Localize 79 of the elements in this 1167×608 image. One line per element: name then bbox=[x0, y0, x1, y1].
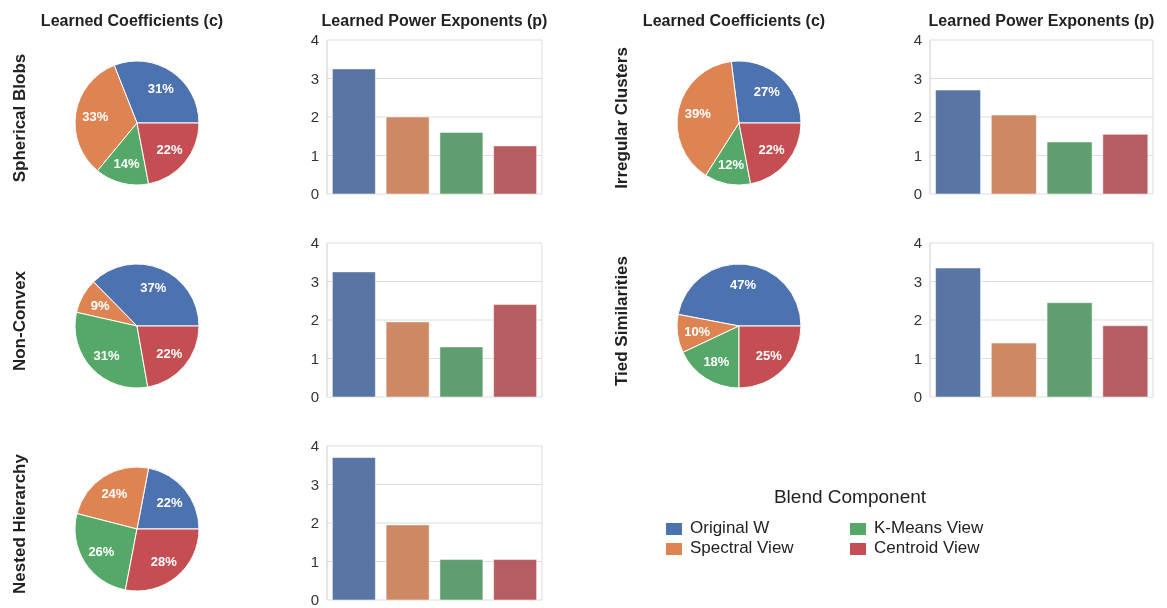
bar bbox=[332, 271, 376, 397]
bar bbox=[332, 68, 376, 194]
data-label: 33% bbox=[82, 108, 109, 124]
chart-title: Learned Power Exponents (p) bbox=[928, 12, 1155, 30]
bar bbox=[1046, 141, 1093, 194]
bar bbox=[493, 304, 537, 397]
data-label: 18% bbox=[703, 354, 730, 370]
bar bbox=[439, 559, 484, 600]
bar bbox=[935, 89, 981, 194]
bar bbox=[1046, 302, 1093, 397]
y-tick-label: 2 bbox=[310, 108, 319, 126]
y-tick-label: 0 bbox=[310, 185, 319, 203]
data-label: 47% bbox=[729, 276, 757, 292]
bar bbox=[493, 145, 537, 194]
legend-label: Centroid View bbox=[874, 538, 981, 558]
bar bbox=[385, 524, 430, 600]
data-label: 27% bbox=[753, 83, 781, 99]
y-tick-label: 4 bbox=[310, 234, 319, 252]
data-label: 22% bbox=[758, 142, 785, 158]
y-tick-label: 3 bbox=[310, 69, 319, 87]
data-label: 31% bbox=[93, 347, 120, 363]
data-label: 39% bbox=[684, 106, 712, 122]
data-label: 31% bbox=[147, 80, 175, 96]
data-label: 26% bbox=[88, 544, 115, 560]
y-tick-label: 3 bbox=[310, 475, 319, 493]
data-label: 28% bbox=[150, 553, 178, 569]
y-tick-label: 3 bbox=[310, 272, 319, 290]
y-tick-label: 4 bbox=[913, 31, 922, 49]
legend-label: Spectral View bbox=[690, 538, 795, 558]
text: Nested Hierarchy bbox=[10, 454, 30, 594]
data-label: 12% bbox=[718, 156, 745, 172]
bar bbox=[991, 342, 1037, 397]
legend-label: K-Means View bbox=[874, 518, 985, 538]
data-label: 24% bbox=[101, 485, 128, 501]
y-tick-label: 3 bbox=[913, 69, 922, 87]
y-tick-label: 4 bbox=[913, 234, 922, 252]
data-label: 14% bbox=[113, 156, 140, 172]
data-label: 22% bbox=[156, 142, 183, 158]
data-label: 9% bbox=[90, 298, 110, 313]
bar bbox=[1102, 134, 1149, 194]
bar bbox=[385, 116, 430, 194]
y-tick-label: 1 bbox=[913, 146, 922, 164]
data-label: 37% bbox=[140, 279, 167, 295]
text: Spherical Blobs bbox=[10, 53, 30, 183]
y-tick-label: 4 bbox=[310, 31, 319, 49]
legend-label: Original W bbox=[690, 518, 771, 538]
bar bbox=[493, 559, 537, 600]
y-tick-label: 2 bbox=[310, 514, 319, 532]
y-tick-label: 0 bbox=[310, 388, 319, 406]
data-label: 22% bbox=[156, 494, 183, 510]
bar bbox=[385, 321, 430, 397]
legend-title: Blend Component bbox=[773, 486, 927, 508]
bar bbox=[439, 132, 484, 194]
chart-title: Learned Coefficients (c) bbox=[40, 12, 224, 30]
y-tick-label: 0 bbox=[913, 185, 922, 203]
text: Tied Similarities bbox=[612, 255, 632, 387]
y-tick-label: 1 bbox=[913, 349, 922, 367]
bar bbox=[991, 114, 1037, 194]
y-tick-label: 1 bbox=[310, 146, 319, 164]
y-tick-label: 0 bbox=[913, 388, 922, 406]
text: Non-Convex bbox=[10, 270, 30, 372]
y-tick-label: 3 bbox=[913, 272, 922, 290]
y-tick-label: 2 bbox=[310, 311, 319, 329]
y-tick-label: 1 bbox=[310, 349, 319, 367]
y-tick-label: 2 bbox=[913, 108, 922, 126]
y-tick-label: 0 bbox=[310, 591, 319, 608]
y-tick-label: 1 bbox=[310, 552, 319, 570]
bar bbox=[935, 267, 981, 397]
data-label: 22% bbox=[156, 345, 183, 361]
y-tick-label: 2 bbox=[913, 311, 922, 329]
text: Irregular Clusters bbox=[612, 47, 632, 189]
chart-title: Learned Coefficients (c) bbox=[642, 12, 826, 30]
bar bbox=[439, 346, 484, 397]
y-tick-label: 4 bbox=[310, 437, 319, 455]
chart-title: Learned Power Exponents (p) bbox=[321, 12, 548, 30]
bar bbox=[332, 457, 376, 600]
bar bbox=[1102, 325, 1149, 397]
data-label: 10% bbox=[684, 323, 711, 339]
data-label: 25% bbox=[755, 348, 783, 364]
